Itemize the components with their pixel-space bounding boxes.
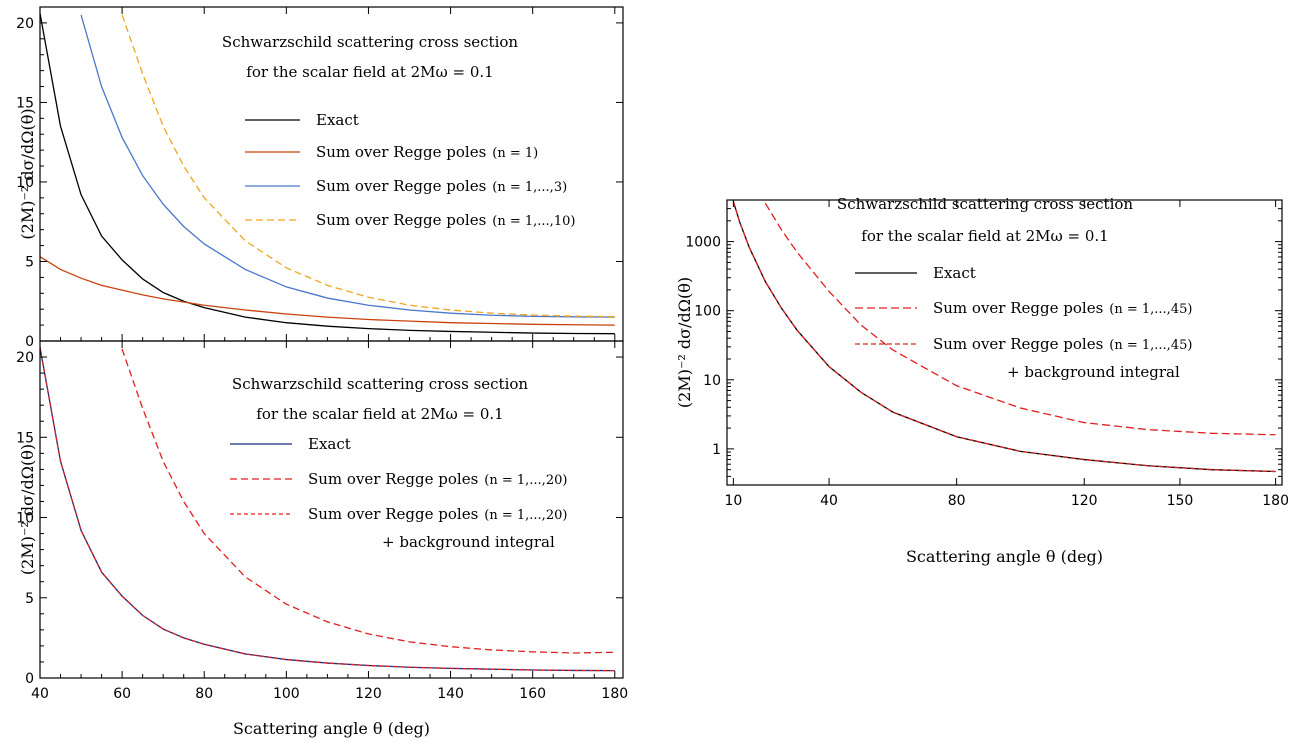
y-tick-label: 0 bbox=[25, 334, 34, 350]
series-line-1 bbox=[121, 348, 615, 654]
chart-annotation-line: Schwarzschild scattering cross section bbox=[222, 33, 518, 51]
y-tick-label: 10 bbox=[703, 373, 721, 389]
y-tick-label: 1000 bbox=[685, 235, 721, 251]
plot-frame bbox=[39, 340, 624, 679]
x-tick-label: 120 bbox=[1071, 493, 1098, 509]
legend-label: Sum over Regge poles (n = 1,...,45) bbox=[933, 335, 1192, 353]
x-axis-label: Scattering angle θ (deg) bbox=[233, 719, 430, 738]
x-tick-label: 120 bbox=[355, 686, 382, 702]
y-axis-label: (2M)⁻² dσ/dΩ(θ) bbox=[675, 277, 694, 408]
series-line-2 bbox=[80, 14, 615, 318]
series-line-3 bbox=[121, 14, 615, 318]
legend-label: Sum over Regge poles (n = 1,...,20) bbox=[308, 505, 567, 523]
y-tick-label: 20 bbox=[16, 16, 34, 32]
legend-label: Sum over Regge poles (n = 1,...,3) bbox=[316, 177, 567, 195]
x-tick-label: 10 bbox=[724, 493, 742, 509]
series-line-1 bbox=[40, 256, 615, 326]
chart-annotation-line: for the scalar field at 2Mω = 0.1 bbox=[256, 405, 503, 423]
x-tick-label: 40 bbox=[31, 686, 49, 702]
legend-label: Exact bbox=[933, 264, 976, 282]
y-axis-label: (2M)⁻² dσ/dΩ(θ) bbox=[18, 444, 37, 575]
x-tick-label: 100 bbox=[273, 686, 300, 702]
series-line-1 bbox=[764, 202, 1276, 436]
x-tick-label: 140 bbox=[437, 686, 464, 702]
y-tick-label: 0 bbox=[25, 671, 34, 687]
y-tick-label: 10 bbox=[16, 175, 34, 191]
y-tick-label: 1 bbox=[712, 442, 721, 458]
legend-label-extra: + background integral bbox=[382, 533, 555, 551]
y-tick-label: 100 bbox=[694, 304, 721, 320]
x-tick-label: 150 bbox=[1167, 493, 1194, 509]
legend-label: Exact bbox=[316, 111, 359, 129]
x-tick-label: 180 bbox=[1262, 493, 1289, 509]
chart-panel-bottom-left: 40 60 80 100 120 140 160 180 0 5 10 15 20 Schwarzschi… bbox=[16, 340, 628, 738]
y-tick-label: 20 bbox=[16, 350, 34, 366]
x-tick-label: 160 bbox=[519, 686, 546, 702]
legend-label-extra: + background integral bbox=[1007, 363, 1180, 381]
chart-annotation-line: for the scalar field at 2Mω = 0.1 bbox=[861, 227, 1108, 245]
x-tick-label: 180 bbox=[601, 686, 628, 702]
y-tick-label: 10 bbox=[16, 511, 34, 527]
chart-annotation-line: Schwarzschild scattering cross section bbox=[837, 195, 1133, 213]
x-tick-label: 80 bbox=[948, 493, 966, 509]
legend-label: Sum over Regge poles (n = 1,...,10) bbox=[316, 211, 575, 229]
chart-panel-top-left: 0 5 10 15 20 Schwarzschild scattering cross s… bbox=[16, 6, 624, 350]
legend-label: Sum over Regge poles (n = 1,...,20) bbox=[308, 470, 567, 488]
y-axis-label: (2M)⁻² dσ/dΩ(θ) bbox=[18, 108, 37, 239]
series-line-2 bbox=[732, 201, 1276, 473]
x-axis-label: Scattering angle θ (deg) bbox=[906, 547, 1103, 566]
y-tick-label: 15 bbox=[16, 430, 34, 446]
x-tick-label: 60 bbox=[113, 686, 131, 702]
chart-panel-right: 10 40 80 120 150 180 1 10 100 1000 Schwarzschild s… bbox=[675, 195, 1289, 566]
legend-label: Exact bbox=[308, 435, 351, 453]
chart-annotation-line: Schwarzschild scattering cross section bbox=[232, 375, 528, 393]
legend-label: Sum over Regge poles (n = 1) bbox=[316, 143, 538, 161]
x-tick-label: 80 bbox=[195, 686, 213, 702]
y-tick-label: 5 bbox=[25, 254, 34, 270]
chart-annotation-line: for the scalar field at 2Mω = 0.1 bbox=[246, 63, 493, 81]
x-tick-label: 40 bbox=[820, 493, 838, 509]
y-tick-label: 15 bbox=[16, 95, 34, 111]
series-line-0 bbox=[40, 13, 615, 335]
plot-frame bbox=[726, 199, 1283, 486]
series-line-2 bbox=[40, 347, 615, 672]
y-tick-label: 5 bbox=[25, 591, 34, 607]
legend-label: Sum over Regge poles (n = 1,...,45) bbox=[933, 299, 1192, 317]
